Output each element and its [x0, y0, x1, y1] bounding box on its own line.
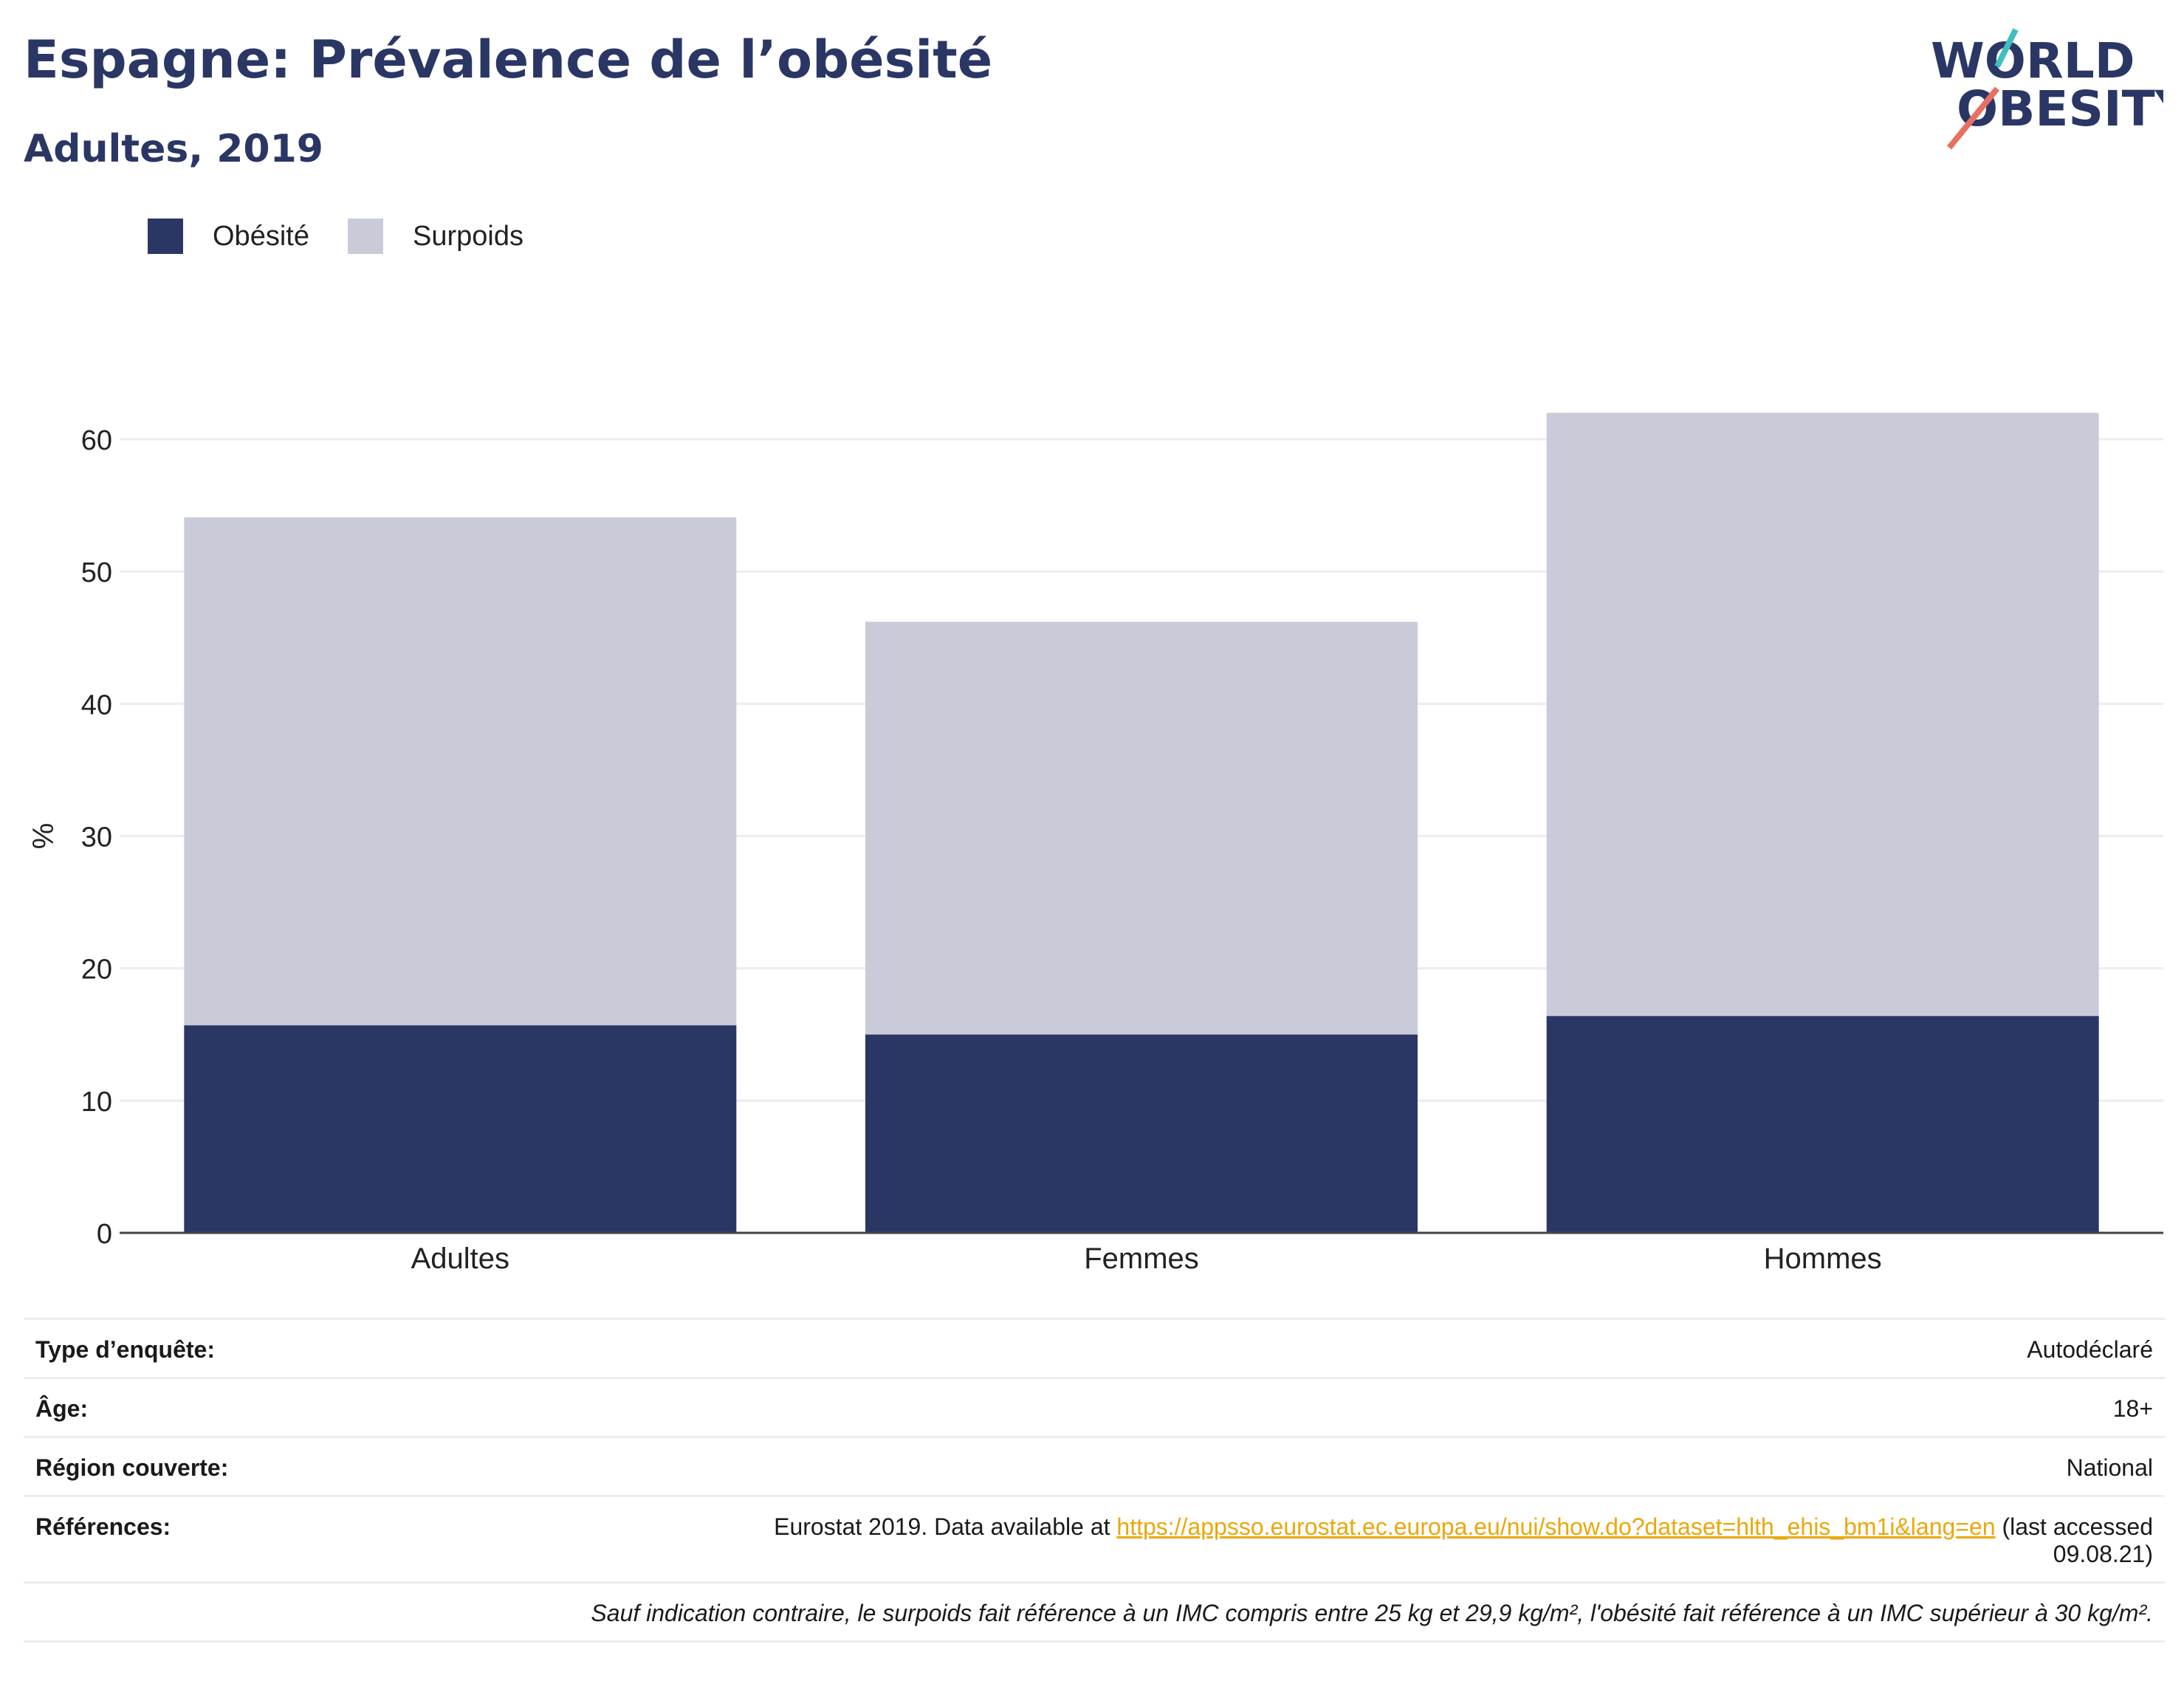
y-tick-label: 60: [81, 425, 112, 456]
stacked-bar-chart: 0 10 20 30 40 50 60% Adultes Femmes Hommes: [27, 413, 2163, 1275]
bar-obesite: [1546, 1016, 2099, 1233]
world-obesity-logo: WORLD OBESITY: [1931, 28, 2163, 150]
meta-key: Références:: [35, 1513, 171, 1540]
logo-line2: OBESITY: [1957, 80, 2163, 137]
meta-value-references: Eurostat 2019. Data available at https:/…: [774, 1513, 2153, 1568]
y-tick-label: 0: [97, 1219, 112, 1250]
x-tick-label: Femmes: [1084, 1242, 1199, 1275]
meta-key: Région couverte:: [35, 1454, 229, 1481]
bar-surpoids: [1546, 413, 2099, 1017]
legend-item-surpoids[interactable]: Surpoids: [347, 219, 523, 254]
meta-row-survey-type: Type d’enquête: Autodéclaré: [24, 1318, 2165, 1377]
bar-obesite: [184, 1025, 737, 1233]
survey-info-table: Type d’enquête: Autodéclaré Âge: 18+ Rég…: [24, 1318, 2165, 1643]
definition-note: Sauf indication contraire, le surpoids f…: [591, 1600, 2153, 1626]
table-bottom-border: [24, 1640, 2165, 1643]
reference-prefix: Eurostat 2019. Data available at: [774, 1513, 1117, 1540]
x-tick-label: Adultes: [411, 1242, 509, 1275]
legend-swatch-obesite: [148, 219, 183, 254]
bar-obesite: [865, 1034, 1418, 1233]
legend-label-obesite: Obésité: [213, 220, 309, 252]
y-tick-label: 50: [81, 557, 112, 588]
chart-legend: Obésité Surpoids: [148, 219, 562, 254]
reference-suffix2: 09.08.21): [2053, 1541, 2153, 1567]
logo-teal-slash: [1994, 28, 2019, 68]
legend-item-obesite[interactable]: Obésité: [148, 219, 309, 254]
reference-link[interactable]: https://appsso.eurostat.ec.europa.eu/nui…: [1116, 1513, 1996, 1540]
meta-key: Type d’enquête:: [35, 1336, 215, 1363]
y-tick-label: 20: [81, 955, 112, 986]
page-subtitle: Adultes, 2019: [24, 127, 323, 171]
y-tick-label: 10: [81, 1087, 112, 1118]
meta-key: Âge:: [35, 1395, 89, 1422]
x-tick-label: Hommes: [1764, 1242, 1882, 1275]
meta-value: 18+: [2112, 1395, 2153, 1422]
meta-row-note: Sauf indication contraire, le surpoids f…: [24, 1581, 2165, 1640]
logo-red-slash: [1946, 86, 2000, 150]
reference-suffix: (last accessed: [1995, 1513, 2153, 1540]
y-tick-label: 30: [81, 822, 112, 853]
y-tick-label: 40: [81, 690, 112, 721]
bar-surpoids: [184, 517, 737, 1025]
meta-value: Autodéclaré: [2027, 1336, 2153, 1363]
bar-surpoids: [865, 622, 1418, 1035]
legend-label-surpoids: Surpoids: [412, 220, 523, 252]
meta-row-references: Références: Eurostat 2019. Data availabl…: [24, 1495, 2165, 1581]
logo-line1: WORLD: [1931, 32, 2135, 89]
y-axis-label: %: [27, 823, 60, 850]
legend-swatch-surpoids: [347, 219, 383, 254]
meta-row-age: Âge: 18+: [24, 1377, 2165, 1436]
meta-value: National: [2066, 1454, 2153, 1481]
meta-row-region: Région couverte: National: [24, 1436, 2165, 1495]
page-title: Espagne: Prévalence de l’obésité: [24, 30, 993, 90]
